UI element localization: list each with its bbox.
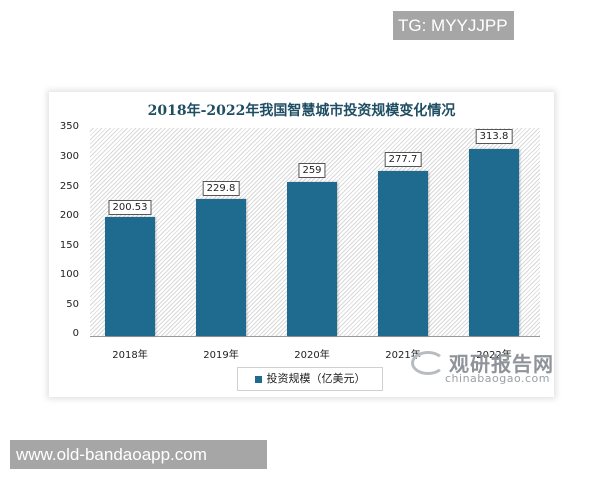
- y-tick: 350: [59, 121, 79, 132]
- data-label-2018: 200.53: [108, 200, 152, 215]
- x-tick: 2020年: [294, 350, 330, 361]
- bar-2020: [287, 182, 337, 336]
- swirl-logo-icon: [411, 350, 445, 375]
- x-tick: 2021年: [385, 350, 421, 361]
- watermark-cn: 观研报告网: [449, 352, 554, 376]
- y-tick: 250: [59, 181, 79, 192]
- x-tick: 2018年: [112, 350, 148, 361]
- data-label-2020: 259: [298, 163, 326, 178]
- bar-2019: [196, 199, 246, 336]
- data-label-2021: 277.7: [384, 152, 422, 167]
- chart-title: 2018年-2022年我国智慧城市投资规模变化情况: [147, 103, 456, 119]
- bar-2022: [469, 149, 519, 336]
- chart-legend: 投资规模（亿美元）: [237, 367, 383, 391]
- plot-area: 200.53 229.8 259 277.7 313.8: [90, 128, 540, 337]
- bar-2021: [378, 171, 428, 336]
- y-tick: 100: [59, 269, 79, 280]
- url-watermark-badge: www.old-bandaoapp.com: [10, 440, 267, 469]
- x-tick: 2019年: [203, 350, 239, 361]
- y-tick: 0: [72, 328, 79, 339]
- data-label-2019: 229.8: [202, 181, 240, 196]
- y-tick: 150: [59, 240, 79, 251]
- legend-label: 投资规模（亿美元）: [266, 372, 366, 385]
- source-watermark: 观研报告网 chinabaogao.com: [411, 348, 554, 385]
- x-tick: 2022年: [476, 350, 512, 361]
- legend-swatch: [254, 375, 262, 383]
- bar-2018: [105, 217, 155, 336]
- y-tick: 200: [59, 210, 79, 221]
- data-label-2022: 313.8: [475, 129, 513, 144]
- y-tick: 300: [59, 151, 79, 162]
- watermark-en: chinabaogao.com: [445, 372, 550, 385]
- y-tick: 50: [66, 299, 79, 310]
- tg-watermark-badge: TG: MYYJJPP: [393, 11, 514, 40]
- chart-card: 2018年-2022年我国智慧城市投资规模变化情况 350 300 250 20…: [49, 92, 554, 397]
